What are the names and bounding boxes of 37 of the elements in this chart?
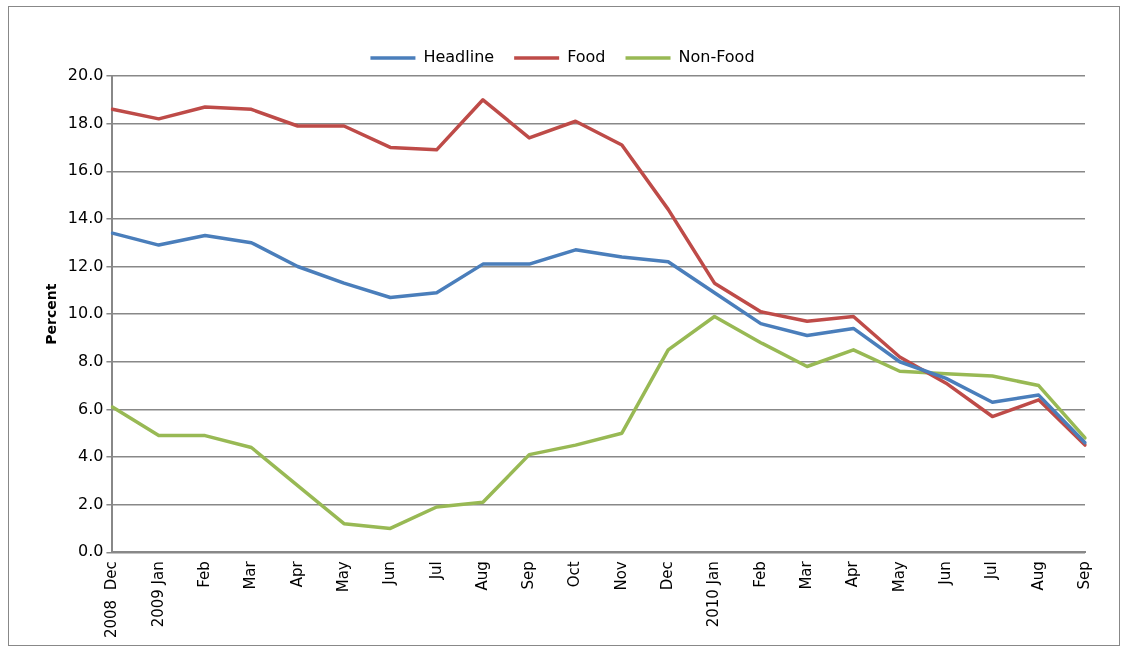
y-tick-label: 14.0 bbox=[67, 208, 104, 228]
x-tick-label: Jun bbox=[935, 561, 954, 586]
x-tick-label: Jun bbox=[380, 561, 399, 586]
x-tick-label: Mar bbox=[797, 560, 816, 590]
x-tick-label: Jul bbox=[426, 561, 445, 581]
x-tick-label: 2009 Jan bbox=[148, 561, 167, 628]
x-tick-label: May bbox=[333, 561, 352, 593]
x-tick-label: Aug bbox=[472, 561, 491, 591]
x-tick-label: Aug bbox=[1028, 561, 1047, 591]
legend-label: Headline bbox=[423, 47, 495, 67]
x-tick-label: Feb bbox=[750, 561, 769, 588]
y-tick-label: 12.0 bbox=[67, 255, 104, 275]
x-tick-label: Dec bbox=[658, 561, 677, 591]
y-tick-label: 4.0 bbox=[77, 446, 104, 466]
y-tick-label: 6.0 bbox=[77, 398, 104, 418]
y-tick-label: 10.0 bbox=[67, 303, 104, 323]
legend-label: Food bbox=[567, 47, 606, 67]
x-tick-label: Sep bbox=[519, 561, 538, 590]
x-tick-label: Feb bbox=[194, 561, 213, 588]
x-tick-label: Mar bbox=[241, 560, 260, 590]
x-tick-label: Sep bbox=[1074, 561, 1093, 590]
y-tick-label: 8.0 bbox=[77, 350, 104, 370]
x-tick-label: Oct bbox=[565, 561, 584, 588]
x-tick-label: Jul bbox=[982, 561, 1001, 581]
y-tick-label: 2.0 bbox=[77, 493, 104, 513]
y-tick-label: 16.0 bbox=[67, 160, 104, 180]
x-tick-label: Apr bbox=[287, 560, 306, 588]
x-tick-label: 2008 Dec bbox=[102, 561, 121, 639]
legend-label: Non-Food bbox=[678, 47, 755, 67]
y-axis-title: Percent bbox=[43, 283, 60, 345]
y-tick-label: 18.0 bbox=[67, 112, 104, 132]
x-tick-label: 2010 Jan bbox=[704, 561, 723, 628]
x-tick-label: Nov bbox=[611, 561, 630, 591]
y-tick-label: 0.0 bbox=[77, 541, 104, 561]
x-tick-label: May bbox=[889, 561, 908, 593]
y-tick-label: 20.0 bbox=[67, 65, 104, 85]
x-tick-label: Apr bbox=[843, 560, 862, 588]
